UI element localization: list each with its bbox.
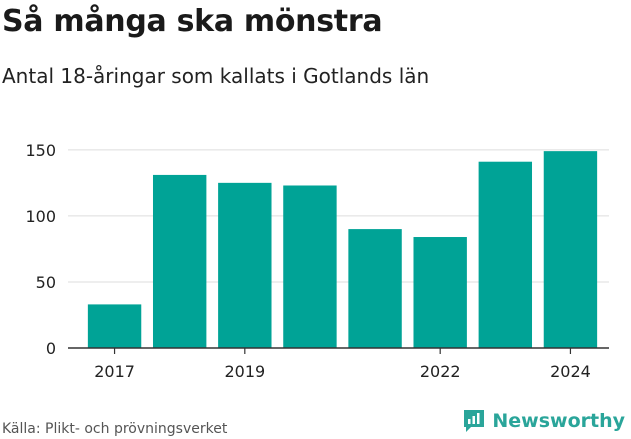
- y-tick-label-0: 0: [46, 339, 56, 358]
- x-tick-label-2019: 2019: [224, 362, 265, 381]
- x-tick-label-2017: 2017: [94, 362, 135, 381]
- axes: 0 50 100 150 2017 2019 2022 2024: [25, 141, 609, 381]
- bars: [87, 151, 598, 348]
- y-tick-label-50: 50: [36, 273, 56, 292]
- chart-title: Så många ska mönstra: [2, 4, 383, 39]
- newsworthy-logo-icon: [464, 410, 485, 432]
- bar-2019: [218, 182, 272, 348]
- bar-2018: [152, 174, 207, 348]
- bar-2017: [87, 304, 142, 348]
- chart-subtitle: Antal 18-åringar som kallats i Gotlands …: [2, 64, 430, 88]
- bar-2021: [348, 229, 402, 348]
- bar-2023: [478, 161, 533, 348]
- y-tick-label-100: 100: [25, 207, 56, 226]
- bar-chart: 0 50 100 150 2017 2019 2022 2024: [25, 141, 609, 381]
- brand-name: Newsworthy: [492, 410, 625, 432]
- x-tick-label-2024: 2024: [550, 362, 591, 381]
- x-tick-label-2022: 2022: [420, 362, 461, 381]
- y-tick-label-150: 150: [25, 141, 56, 160]
- brand-logo: Newsworthy: [462, 408, 625, 434]
- bar-2020: [283, 185, 337, 348]
- bar-2022: [413, 237, 467, 348]
- bar-2024: [543, 151, 598, 348]
- source-note: Källa: Plikt- och prövningsverket: [2, 421, 228, 437]
